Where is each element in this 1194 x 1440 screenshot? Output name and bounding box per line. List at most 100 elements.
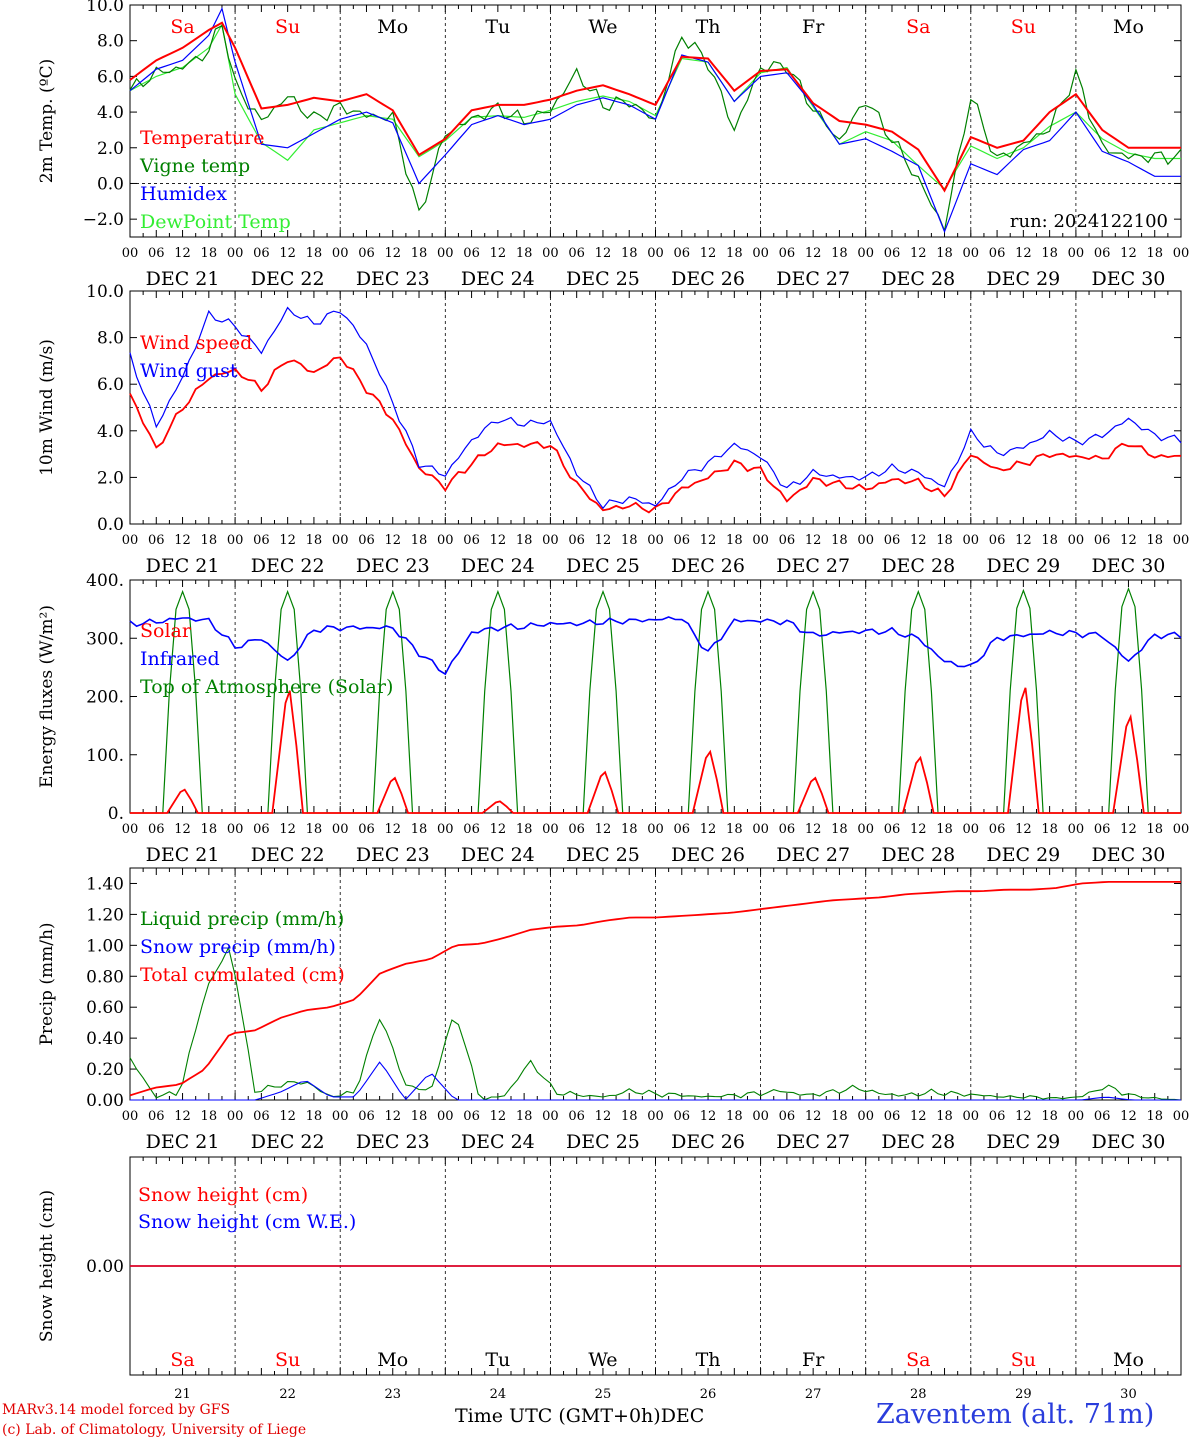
x-hour-label: 12 [805, 1109, 822, 1124]
x-hour-label: 12 [279, 1109, 296, 1124]
x-hour-label: 06 [779, 533, 796, 548]
y-tick-label: 1.40 [86, 874, 124, 894]
x-date-label: DEC 25 [566, 555, 640, 577]
y-tick-label: 0.40 [86, 1029, 124, 1049]
x-hour-label: 00 [122, 822, 139, 837]
x-hour-label: 00 [752, 246, 769, 261]
x-hour-label: 18 [831, 246, 848, 261]
x-date-label: DEC 29 [986, 1131, 1060, 1153]
legend-vigne-temp: Vigne temp [139, 155, 250, 177]
x-hour-label: 18 [1041, 1109, 1058, 1124]
x-hour-label: 12 [910, 822, 927, 837]
x-hour-label: 12 [279, 533, 296, 548]
y-tick-label: 0.0 [97, 515, 124, 535]
x-hour-label: 18 [306, 1109, 323, 1124]
legend-snow-height-cm-: Snow height (cm) [138, 1184, 308, 1206]
x-hour-label: 00 [857, 822, 874, 837]
x-hour-label: 18 [516, 822, 533, 837]
x-hour-label: 18 [411, 822, 428, 837]
day-number-label: 23 [384, 1387, 401, 1402]
x-hour-label: 00 [437, 1109, 454, 1124]
x-hour-label: 00 [542, 533, 559, 548]
x-hour-label: 18 [1146, 246, 1163, 261]
y-tick-label: −2.0 [83, 210, 124, 230]
y-tick-label: 1.00 [86, 936, 124, 956]
x-hour-label: 18 [201, 822, 218, 837]
x-hour-label: 18 [936, 1109, 953, 1124]
x-hour-label: 00 [437, 246, 454, 261]
x-date-label: DEC 28 [881, 268, 955, 290]
series-line-wind-speed [129, 356, 1182, 514]
x-hour-label: 06 [674, 246, 691, 261]
x-hour-label: 06 [463, 533, 480, 548]
x-hour-label: 18 [306, 533, 323, 548]
x-hour-label: 12 [595, 533, 612, 548]
x-hour-label: 06 [358, 533, 375, 548]
x-hour-label: 00 [963, 246, 980, 261]
x-hour-label: 00 [122, 246, 139, 261]
x-hour-label: 18 [516, 1109, 533, 1124]
x-date-label: DEC 29 [986, 844, 1060, 866]
day-name-label: Sa [906, 16, 930, 38]
x-date-label: DEC 26 [671, 844, 745, 866]
day-name-label: Sa [170, 16, 194, 38]
day-number-label: 24 [490, 1387, 507, 1402]
credit-line-2: (c) Lab. of Climatology, University of L… [2, 1422, 307, 1438]
y-tick-label: 8.0 [97, 32, 124, 52]
day-number-label: 29 [1015, 1387, 1032, 1402]
x-date-label: DEC 23 [356, 555, 430, 577]
x-hour-label: 12 [1120, 822, 1137, 837]
series-line-humidex [129, 6, 1181, 234]
y-tick-label: 10.0 [86, 282, 124, 302]
series-line-temperature [129, 21, 1181, 193]
run-label: run: 2024122100 [1010, 211, 1168, 232]
y-axis-label: Energy fluxes (W/m²) [37, 605, 57, 788]
x-hour-label: 00 [122, 1109, 139, 1124]
x-hour-label: 18 [1146, 1109, 1163, 1124]
legend-wind-speed: Wind speed [140, 332, 252, 354]
legend-dewpoint-temp: DewPoint Temp [140, 211, 291, 233]
x-hour-label: 18 [201, 246, 218, 261]
series-line-liquid-precip-mm-h- [129, 945, 1182, 1101]
day-name-label: Sa [906, 1349, 930, 1371]
legend-wind-gust: Wind gust [140, 360, 238, 382]
x-hour-label: 18 [201, 1109, 218, 1124]
x-hour-label: 00 [647, 246, 664, 261]
y-tick-label: 0.00 [86, 1091, 124, 1111]
x-hour-label: 12 [1120, 533, 1137, 548]
y-axis-label: Precip (mm/h) [37, 922, 57, 1045]
day-name-label: We [588, 1349, 617, 1371]
x-hour-label: 06 [463, 246, 480, 261]
x-hour-label: 12 [1015, 822, 1032, 837]
x-hour-label: 18 [1146, 533, 1163, 548]
x-hour-label: 06 [779, 1109, 796, 1124]
x-hour-label: 12 [1015, 246, 1032, 261]
x-hour-label: 06 [674, 1109, 691, 1124]
y-tick-label: 0.0 [97, 174, 124, 194]
x-date-label: DEC 30 [1092, 844, 1166, 866]
time-axis-label: Time UTC (GMT+0h)DEC [455, 1405, 704, 1427]
x-hour-label: 06 [989, 246, 1006, 261]
x-hour-label: 18 [726, 533, 743, 548]
day-name-label: Mo [1113, 16, 1144, 38]
x-hour-label: 00 [857, 246, 874, 261]
x-hour-label: 00 [332, 822, 349, 837]
y-tick-label: 10.0 [86, 0, 124, 16]
x-hour-label: 00 [542, 1109, 559, 1124]
x-hour-label: 12 [174, 533, 191, 548]
series-line-infrared [129, 616, 1182, 676]
y-tick-label: 0.80 [86, 967, 124, 987]
x-hour-label: 00 [752, 533, 769, 548]
x-hour-label: 06 [463, 1109, 480, 1124]
x-hour-label: 06 [779, 246, 796, 261]
x-hour-label: 00 [1068, 1109, 1085, 1124]
x-hour-label: 00 [1068, 246, 1085, 261]
x-hour-label: 06 [884, 822, 901, 837]
day-name-label: Tu [485, 1349, 510, 1371]
series-line-wind-gust [129, 306, 1182, 510]
day-name-label: Mo [377, 16, 408, 38]
y-tick-label: 0.20 [86, 1060, 124, 1080]
x-hour-label: 06 [253, 822, 270, 837]
x-date-label: DEC 22 [251, 844, 325, 866]
